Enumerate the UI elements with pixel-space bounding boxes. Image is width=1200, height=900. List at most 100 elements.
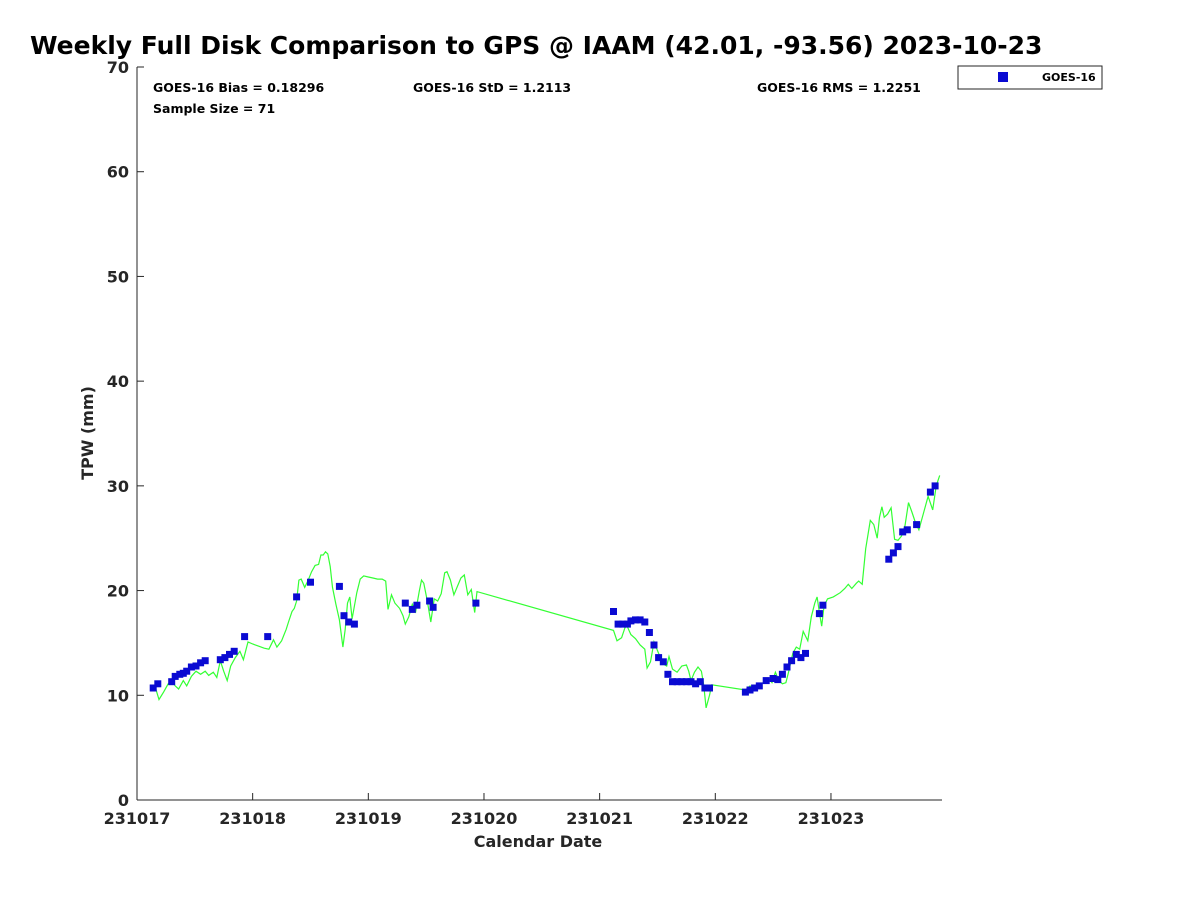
- bias-stat: GOES-16 Bias = 0.18296: [153, 80, 324, 95]
- rms-stat: GOES-16 RMS = 1.2251: [757, 80, 921, 95]
- goes16-data-point: [408, 605, 416, 613]
- goes16-data-point: [687, 678, 695, 686]
- goes16-data-point: [192, 662, 200, 670]
- y-tick-label: 70: [107, 58, 129, 77]
- plot-background: [137, 67, 942, 800]
- x-axis-label: Calendar Date: [474, 832, 603, 851]
- goes16-data-point: [755, 682, 763, 690]
- goes16-data-point: [889, 549, 897, 557]
- goes16-data-point: [819, 601, 827, 609]
- goes16-data-point: [201, 657, 209, 665]
- goes16-data-point: [226, 650, 233, 658]
- goes16-data-point: [815, 610, 823, 618]
- y-tick-label: 10: [107, 686, 129, 705]
- goes16-data-point: [171, 672, 179, 680]
- goes16-data-point: [645, 629, 653, 636]
- goes16-data-point: [769, 675, 777, 682]
- y-axis-label: TPW (mm): [78, 386, 97, 480]
- goes16-data-point: [641, 618, 649, 626]
- goes16-data-point: [774, 676, 782, 684]
- goes16-data-point: [154, 680, 162, 688]
- goes16-data-point: [913, 521, 921, 529]
- goes16-data-point: [682, 678, 690, 686]
- goes16-data-point: [610, 608, 617, 615]
- goes16-data-point: [426, 597, 434, 605]
- goes16-data-point: [183, 667, 191, 675]
- goes16-data-point: [746, 686, 754, 694]
- y-axis-ticks: 0 10 20 30 40 50 60 70: [107, 58, 144, 810]
- goes16-data-point: [401, 599, 409, 607]
- goes16-data-point: [221, 654, 229, 662]
- goes16-data-point: [307, 578, 314, 586]
- goes16-data-point: [655, 654, 663, 662]
- goes16-data-point: [751, 684, 759, 692]
- goes16-data-point: [636, 616, 644, 624]
- goes16-data-point: [802, 649, 809, 657]
- y-tick-label: 50: [107, 267, 129, 286]
- y-tick-label: 40: [107, 372, 129, 391]
- goes16-data-point: [472, 599, 480, 607]
- legend-marker-goes16: [998, 72, 1008, 82]
- goes16-data-point: [696, 678, 704, 686]
- y-tick-label: 30: [107, 477, 129, 496]
- goes16-data-point: [619, 620, 627, 628]
- goes16-data-point: [664, 670, 672, 678]
- goes16-data-point: [650, 641, 658, 649]
- x-tick-label: 231018: [219, 809, 286, 828]
- goes16-data-point: [788, 657, 796, 665]
- goes16-data-point: [678, 678, 686, 686]
- plot-area: [136, 67, 942, 801]
- goes16-data-point: [197, 659, 205, 667]
- goes16-data-point: [241, 633, 249, 641]
- goes16-data-point: [706, 684, 713, 692]
- goes16-data-point: [762, 677, 770, 685]
- goes16-data-point: [149, 684, 157, 692]
- sample-size-stat: Sample Size = 71: [153, 101, 275, 116]
- goes16-data-point: [340, 612, 348, 620]
- gps-series-line: [150, 475, 941, 709]
- goes16-data-point: [931, 482, 939, 490]
- goes16-data-point: [614, 620, 622, 628]
- goes16-data-point: [692, 680, 700, 688]
- goes16-data-point: [797, 654, 805, 662]
- x-axis-ticks: 231017 231018 231019 231020 231021 231022 2310…: [104, 793, 865, 828]
- goes16-data-point: [783, 663, 791, 671]
- goes16-data-point: [335, 582, 343, 590]
- goes16-data-point: [669, 678, 676, 686]
- goes16-data-point: [187, 663, 195, 671]
- goes16-data-point: [903, 526, 911, 534]
- x-tick-label: 231023: [798, 809, 865, 828]
- y-tick-label: 0: [118, 791, 129, 810]
- goes16-data-point: [350, 620, 358, 628]
- x-tick-label: 231019: [335, 809, 402, 828]
- goes16-data-point: [926, 488, 934, 496]
- goes16-data-point: [894, 543, 902, 551]
- goes16-data-point: [792, 650, 800, 658]
- goes16-data-point: [673, 678, 681, 686]
- stats-annotations: GOES-16 Bias = 0.18296 GOES-16 StD = 1.2…: [153, 80, 921, 116]
- goes16-data-point: [659, 658, 667, 666]
- goes16-data-point: [264, 633, 272, 641]
- goes16-data-point: [778, 670, 786, 678]
- y-tick-label: 20: [107, 582, 129, 601]
- goes16-data-point: [168, 678, 176, 686]
- goes16-data-point: [899, 528, 907, 536]
- goes16-data-point: [885, 555, 893, 563]
- chart-title: Weekly Full Disk Comparison to GPS @ IAA…: [30, 31, 1042, 60]
- goes16-data-point: [429, 603, 437, 611]
- std-stat: GOES-16 StD = 1.2113: [413, 80, 571, 95]
- legend-box: [957, 65, 1103, 90]
- series-layer: [149, 475, 941, 709]
- goes16-data-point: [345, 618, 353, 626]
- goes16-data-point: [230, 647, 238, 655]
- goes16-data-point: [216, 656, 224, 664]
- y-tick-label: 60: [107, 163, 129, 182]
- x-tick-label: 231017: [104, 809, 171, 828]
- goes16-data-point: [701, 684, 709, 692]
- legend: GOES-16: [957, 65, 1103, 90]
- goes16-data-point: [627, 617, 635, 625]
- goes16-data-point: [293, 593, 301, 601]
- x-tick-label: 231022: [682, 809, 749, 828]
- goes16-data-point: [413, 601, 421, 609]
